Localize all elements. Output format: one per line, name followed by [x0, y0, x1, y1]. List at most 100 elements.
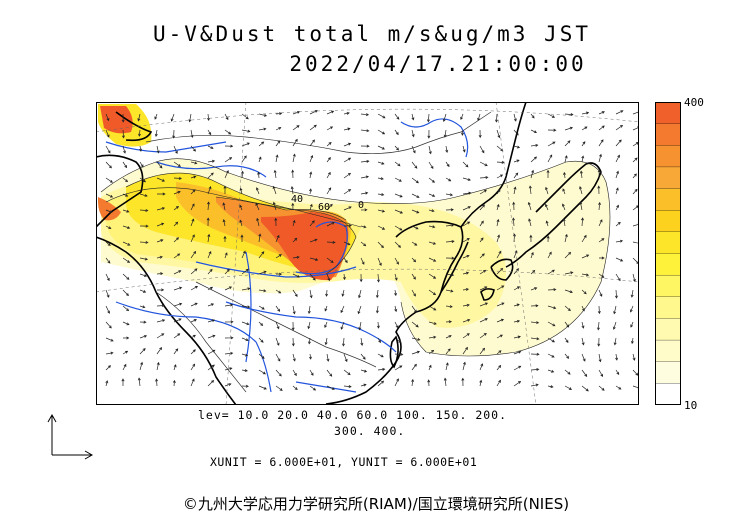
wind-arrow: [562, 188, 566, 195]
wind-arrow: [207, 233, 211, 243]
wind-arrow: [528, 185, 532, 195]
wind-arrow: [156, 272, 164, 276]
wind-arrow: [239, 204, 243, 211]
wind-arrow: [224, 113, 229, 121]
wind-arrow: [581, 273, 590, 277]
wind-arrow: [224, 144, 234, 148]
wind-arrow: [173, 253, 181, 259]
coastlines: [96, 102, 602, 405]
wind-arrow: [272, 201, 277, 211]
wind-arrow: [513, 113, 517, 122]
wind-arrow: [275, 140, 281, 147]
contour-label: 60: [318, 202, 330, 213]
wind-arrow: [411, 113, 415, 121]
wind-arrow: [309, 220, 315, 227]
wind-arrow: [445, 362, 449, 371]
wind-arrow: [360, 369, 368, 373]
wind-arrow: [513, 365, 522, 371]
wind-arrow: [411, 378, 415, 387]
wind-arrow: [547, 305, 557, 310]
wind-arrow: [479, 363, 484, 371]
wind-arrow: [545, 186, 549, 195]
wind-arrow: [290, 186, 294, 195]
wind-arrow: [530, 143, 539, 147]
wind-arrow: [190, 203, 195, 211]
wind-arrow: [139, 208, 149, 212]
wind-arrow: [545, 220, 549, 227]
wind-arrow: [581, 353, 586, 362]
wind-arrow: [207, 303, 215, 307]
wind-arrow: [394, 129, 399, 136]
wind-arrow: [376, 321, 380, 329]
wind-arrow: [172, 379, 176, 387]
wind-arrow: [292, 369, 297, 377]
wind-arrow: [462, 145, 466, 153]
wind-arrow: [513, 172, 519, 179]
wind-arrow: [547, 288, 557, 292]
wind-arrow: [376, 273, 380, 283]
wind-arrow: [564, 289, 573, 294]
wind-arrow: [598, 111, 605, 115]
colorbar-cell: [655, 102, 681, 125]
wind-arrow: [292, 255, 300, 259]
wind-arrow: [173, 318, 182, 323]
wind-arrow: [340, 321, 345, 330]
wind-arrow: [394, 305, 398, 313]
wind-arrow: [445, 145, 449, 153]
wind-arrow: [275, 154, 279, 163]
contour-labels: 40 60 0: [291, 194, 364, 213]
wind-arrow: [207, 268, 213, 275]
wind-arrow: [360, 337, 364, 346]
wind-arrow: [581, 305, 585, 312]
wind-arrow: [411, 145, 416, 154]
wind-arrow: [156, 222, 165, 227]
wind-arrow: [411, 177, 419, 184]
wind-arrow: [326, 171, 331, 179]
wind-arrow: [105, 337, 114, 342]
wind-arrow: [615, 353, 619, 361]
wind-arrow: [512, 201, 516, 211]
wind-arrow: [292, 353, 296, 362]
wind-arrow: [411, 161, 418, 169]
wind-arrow: [375, 289, 379, 299]
wind-arrow: [394, 113, 400, 120]
wind-arrow: [375, 305, 379, 314]
wind-arrow: [156, 333, 165, 339]
wind-arrow: [581, 385, 589, 392]
wind-arrow: [343, 353, 348, 363]
wind-arrow: [258, 127, 267, 131]
wind-arrow: [479, 220, 484, 227]
wind-arrow: [581, 141, 586, 147]
wind-arrow: [564, 369, 571, 375]
wind-arrow: [564, 113, 574, 117]
wind-arrow: [105, 161, 112, 169]
wind-arrow: [309, 139, 315, 147]
wind-arrow: [190, 334, 196, 339]
wind-arrow: [105, 321, 112, 329]
wind-arrow: [139, 193, 148, 197]
wind-arrow: [241, 287, 251, 291]
wind-arrow: [122, 305, 130, 312]
wind-arrow: [530, 368, 540, 372]
wind-arrow: [223, 185, 227, 195]
wind-arrow: [581, 321, 585, 329]
wind-arrow: [207, 379, 215, 387]
wind-arrow: [258, 385, 267, 390]
wind-arrow: [326, 353, 330, 362]
wind-arrow: [122, 193, 129, 197]
wind-arrow: [309, 171, 313, 179]
wind-arrow: [343, 257, 348, 264]
wind-arrow: [428, 349, 435, 355]
wind-arrow: [564, 271, 574, 275]
wind-arrow: [598, 353, 602, 363]
wind-arrow: [121, 113, 125, 123]
wind-arrow: [596, 321, 600, 331]
wind-arrow: [411, 350, 421, 355]
wind-arrow: [581, 111, 590, 115]
wind-arrow: [564, 385, 573, 390]
wind-arrow: [445, 161, 450, 168]
wind-arrow: [343, 172, 352, 179]
wind-arrow: [224, 286, 233, 291]
wind-arrow: [241, 369, 248, 373]
wind-arrow: [598, 153, 602, 163]
